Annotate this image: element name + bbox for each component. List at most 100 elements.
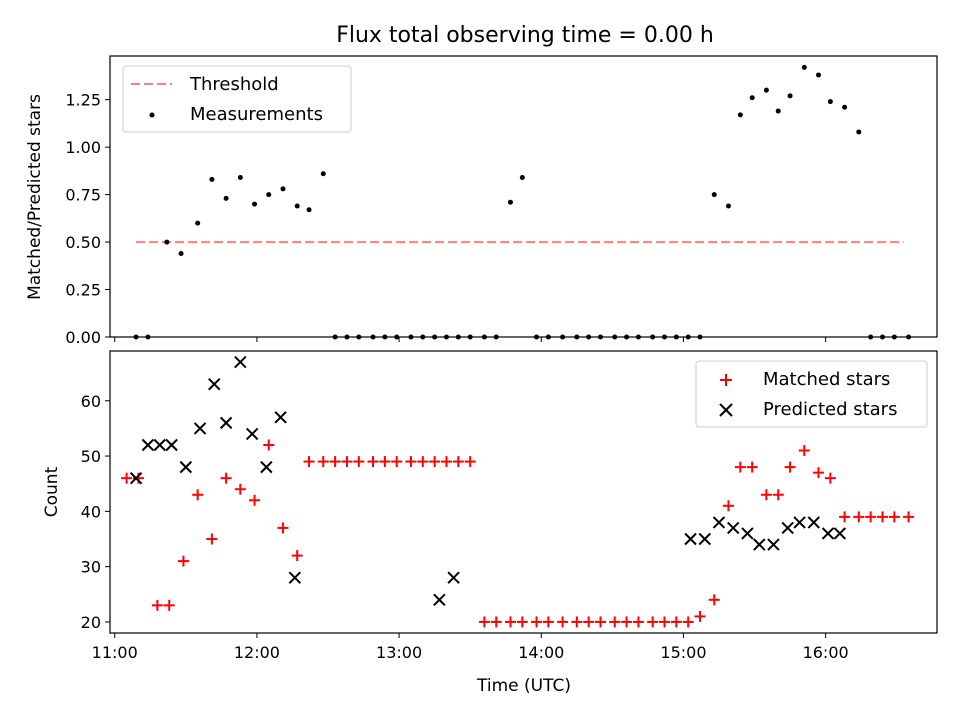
predicted-star-marker xyxy=(153,438,166,452)
matched-star-marker xyxy=(670,616,682,628)
matched-star-marker xyxy=(694,610,706,622)
predicted-star-marker xyxy=(741,527,754,540)
measurement-point xyxy=(320,171,326,177)
matched-star-marker xyxy=(516,616,528,628)
matched-star-marker xyxy=(151,599,163,611)
predicted-star-marker xyxy=(727,521,740,535)
bottom-y-tick-label: 50 xyxy=(81,447,101,466)
matched-star-marker xyxy=(632,616,644,628)
predicted-star-marker xyxy=(208,377,221,391)
measurement-point xyxy=(266,192,272,198)
predicted-star-marker xyxy=(219,416,233,430)
predicted-star-marker xyxy=(274,411,287,424)
legend-predicted-swatch xyxy=(719,403,733,417)
matched-star-marker xyxy=(839,511,851,523)
matched-star-marker xyxy=(303,456,315,468)
predicted-star-marker xyxy=(245,427,259,441)
legend-measurements-label: Measurements xyxy=(190,104,323,125)
bottom-y-tick-label: 60 xyxy=(81,392,101,411)
matched-star-marker xyxy=(865,511,877,523)
matched-star-marker xyxy=(888,511,900,523)
measurement-point xyxy=(237,175,243,181)
x-tick-label: 12:00 xyxy=(234,643,280,662)
predicted-star-marker xyxy=(447,571,460,584)
matched-star-marker xyxy=(647,616,659,628)
matched-star-marker xyxy=(440,456,452,468)
bottom-x-axis-ticks: 11:00 12:00 13:00 14:00 15:00 16:00 xyxy=(92,633,849,662)
measurement-point xyxy=(195,220,201,226)
matched-star-marker xyxy=(353,456,365,468)
matched-star-marker xyxy=(853,511,865,523)
predicted-star-marker xyxy=(684,532,697,546)
top-y-tick-label: 1.00 xyxy=(65,138,101,157)
x-tick-label: 14:00 xyxy=(518,643,564,662)
matched-star-marker xyxy=(192,489,204,501)
predicted-star-marker xyxy=(807,516,820,529)
legend-matched-swatch xyxy=(720,374,732,386)
matched-star-marker xyxy=(263,439,275,451)
predicted-star-marker xyxy=(129,471,143,485)
matched-star-marker xyxy=(429,456,441,468)
legend-predicted-label: Predicted stars xyxy=(763,399,897,420)
top-legend: Threshold Measurements xyxy=(122,65,352,133)
matched-star-marker xyxy=(784,461,796,473)
matched-star-marker xyxy=(277,522,289,534)
matched-star-marker xyxy=(609,616,621,628)
top-y-tick-label: 0.00 xyxy=(65,328,101,347)
measurement-point xyxy=(827,99,833,105)
matched-star-marker xyxy=(367,456,379,468)
measurement-point xyxy=(711,192,717,198)
matched-star-marker xyxy=(291,550,303,562)
matched-star-marker xyxy=(746,461,758,473)
predicted-star-marker xyxy=(767,538,780,551)
measurement-point xyxy=(519,175,525,181)
matched-star-marker xyxy=(798,445,810,457)
matched-star-marker xyxy=(163,599,175,611)
top-y-tick-label: 0.25 xyxy=(65,281,101,300)
measurement-point xyxy=(164,239,170,245)
matched-star-marker xyxy=(490,616,502,628)
measurement-point xyxy=(842,104,848,110)
matched-star-marker xyxy=(772,489,784,501)
bottom-y-axis-label: Count xyxy=(42,466,62,517)
matched-star-marker xyxy=(903,511,915,523)
measurement-point xyxy=(763,87,769,93)
matched-star-marker xyxy=(708,594,720,606)
matched-star-marker xyxy=(504,616,516,628)
predicted-star-marker xyxy=(179,460,193,474)
matched-star-marker xyxy=(452,456,464,468)
x-tick-label: 15:00 xyxy=(660,643,706,662)
predicted-star-marker xyxy=(165,438,178,452)
measurement-point xyxy=(816,72,822,78)
matched-star-marker xyxy=(876,511,888,523)
matched-star-marker xyxy=(760,489,772,501)
matched-star-marker xyxy=(557,616,569,628)
measurement-point xyxy=(178,250,184,256)
matched-star-marker xyxy=(682,616,694,628)
matched-star-marker xyxy=(542,616,554,628)
measurement-point xyxy=(787,93,793,99)
measurement-point xyxy=(306,207,312,213)
matched-star-marker xyxy=(595,616,607,628)
predicted-star-marker xyxy=(141,438,155,452)
predicted-star-marker xyxy=(234,355,247,369)
matched-star-marker xyxy=(813,467,825,479)
predicted-star-marker xyxy=(781,521,794,535)
measurement-point xyxy=(737,112,743,118)
bottom-y-tick-label: 30 xyxy=(81,558,101,577)
matched-star-marker xyxy=(249,494,261,506)
top-x-axis-ticks xyxy=(114,337,827,342)
matched-star-marker xyxy=(341,456,353,468)
bottom-y-tick-label: 40 xyxy=(81,502,101,521)
matched-star-marker xyxy=(583,616,595,628)
matched-star-marker xyxy=(206,533,218,545)
measurement-point xyxy=(749,95,755,101)
predicted-star-marker xyxy=(698,532,711,546)
matched-star-marker xyxy=(531,616,543,628)
matched-star-marker xyxy=(405,456,417,468)
predicted-star-marker xyxy=(793,516,806,529)
matched-star-marker xyxy=(824,472,836,484)
matched-star-marker xyxy=(177,555,189,567)
measurement-point xyxy=(294,203,300,209)
